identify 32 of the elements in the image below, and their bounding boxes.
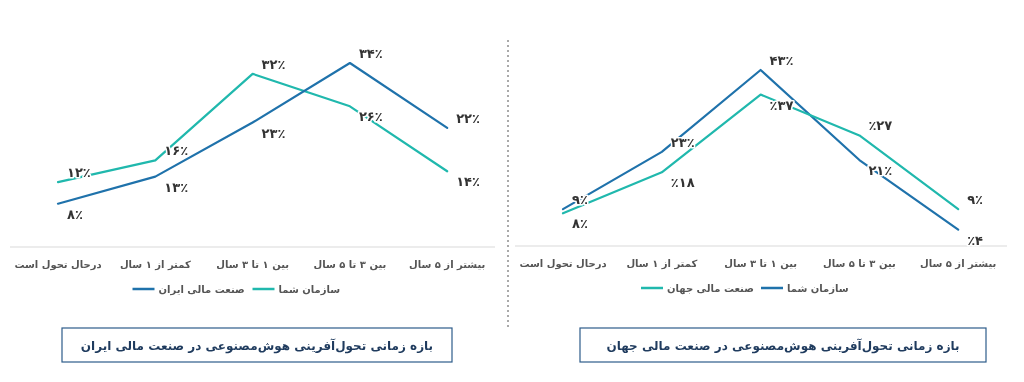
data-label: ۳۴٪ (358, 46, 383, 61)
legend-label: صنعت مالی جهان (667, 283, 754, 295)
x-tick-label: درحال تحول است (519, 258, 607, 270)
x-tick-label: بین ۱ تا ۳ سال (724, 258, 797, 270)
x-tick-label: بیشتر از ۵ سال (920, 258, 997, 270)
x-tick-label: کمتر از ۱ سال (626, 258, 698, 270)
data-label: ۲۲٪ (456, 110, 481, 126)
x-tick-label: بین ۱ تا ۳ سال (216, 259, 289, 271)
data-label: ۳۲٪ (261, 56, 286, 72)
data-label: ۱۴٪ (456, 174, 481, 190)
data-label: ۸٪ (67, 206, 83, 222)
text: بازه زمانی تحول‌آفرینی هوش‌مصنوعی در صنعت مالی ایران (80, 338, 434, 354)
legend-label: سازمان شما (787, 283, 849, 295)
data-label: ۲۳٪ (261, 125, 286, 141)
legend-label: صنعت مالی ایران (158, 284, 245, 296)
data-label: ٪۲۷ (868, 118, 893, 134)
data-label: ۱۲٪ (67, 165, 91, 181)
data-label: ۹٪ (967, 192, 984, 208)
data-label: ۱۳٪ (164, 179, 189, 195)
data-label: ٪۴ (967, 232, 984, 248)
text: بازه زمانی تحول‌آفرینی هوش‌مصنوعی در صنعت مالی جهان (606, 338, 960, 354)
x-tick-label: بین ۳ تا ۵ سال (823, 258, 896, 270)
data-label: ٪۱۸ (670, 175, 695, 191)
data-label: ۱۶٪ (164, 143, 189, 159)
data-label: ۸٪ (572, 216, 588, 232)
legend-label: سازمان شما (278, 284, 341, 296)
x-tick-label: بیشتر از ۵ سال (409, 259, 486, 271)
x-tick-label: درحال تحول است (14, 259, 102, 271)
data-label: ۲۳٪ (670, 134, 695, 150)
x-tick-label: بین ۳ تا ۵ سال (313, 259, 387, 271)
data-label: ۴۳٪ (769, 53, 794, 68)
x-tick-label: کمتر از ۱ سال (119, 259, 191, 271)
